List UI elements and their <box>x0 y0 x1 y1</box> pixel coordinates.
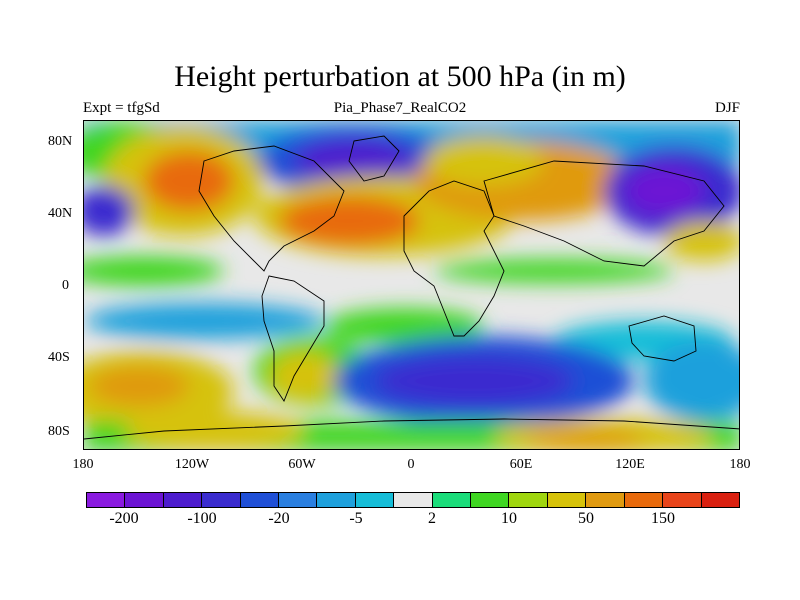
y-tick-label: 0 <box>62 278 69 293</box>
colorbar-label: -200 <box>109 510 139 527</box>
x-tick-label: 60W <box>288 457 316 472</box>
y-tick-label: 40N <box>48 206 73 221</box>
y-tick-label: 40S <box>48 350 70 365</box>
colorbar-swatch <box>471 493 510 507</box>
x-tick-label: 0 <box>407 457 415 472</box>
colorbar-swatch <box>317 493 356 507</box>
colorbar-label: 50 <box>578 510 594 527</box>
x-tick-label: 180 <box>72 457 94 472</box>
colorbar-swatch <box>125 493 164 507</box>
x-tick-label: 180 <box>729 457 751 472</box>
chart-title: Height perturbation at 500 hPa (in m) <box>174 60 626 93</box>
run-label: Pia_Phase7_RealCO2 <box>333 100 467 116</box>
colorbar-label: -5 <box>349 510 363 527</box>
colorbar-swatch <box>432 493 472 507</box>
colorbar-label: -100 <box>187 510 217 527</box>
coastlines <box>84 135 739 440</box>
colorbar <box>86 492 740 508</box>
colorbar-swatch <box>509 493 548 507</box>
colorbar-label: -20 <box>268 510 290 527</box>
colorbar-swatch <box>624 493 664 507</box>
x-tick-label: 120E <box>615 457 645 472</box>
colorbar-swatch <box>279 493 318 507</box>
colorbar-label: 2 <box>428 510 436 527</box>
colorbar-swatch <box>202 493 241 507</box>
x-tick-label: 60E <box>509 457 533 472</box>
contour-field <box>84 121 739 449</box>
colorbar-swatch <box>547 493 587 507</box>
experiment-label: Expt = tfgSd <box>83 100 160 116</box>
colorbar-swatch <box>663 493 702 507</box>
colorbar-swatch <box>394 493 433 507</box>
y-tick-label: 80S <box>48 424 70 439</box>
colorbar-label: 150 <box>651 510 675 527</box>
y-tick-label: 80N <box>48 134 73 149</box>
colorbar-label: 10 <box>501 510 517 527</box>
map-panel <box>83 120 740 450</box>
colorbar-swatch <box>87 493 126 507</box>
colorbar-swatch <box>240 493 280 507</box>
colorbar-swatch <box>355 493 395 507</box>
colorbar-swatch <box>586 493 625 507</box>
colorbar-swatch <box>163 493 203 507</box>
season-label: DJF <box>714 100 740 116</box>
colorbar-swatch <box>701 493 739 507</box>
x-tick-label: 120W <box>174 457 210 472</box>
